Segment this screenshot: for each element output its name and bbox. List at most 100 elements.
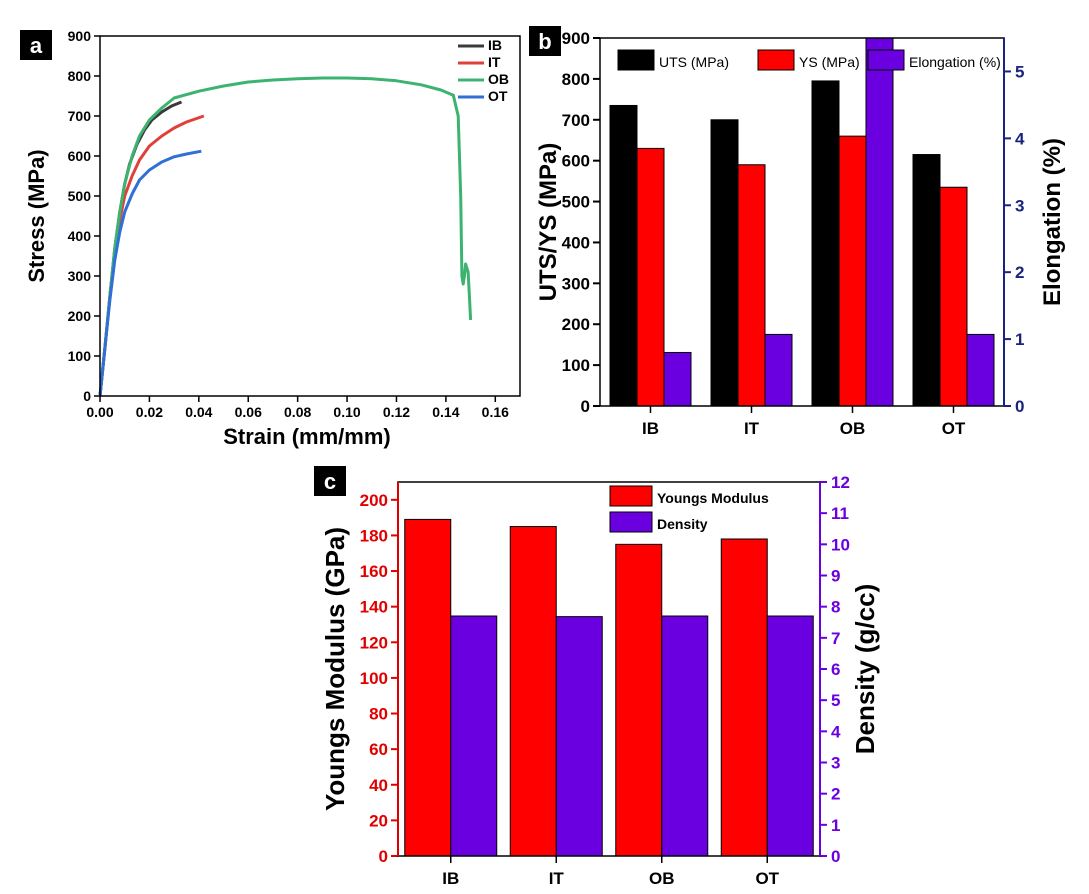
panel-a-ytick-label: 200 [68, 308, 92, 324]
panel-a-xtick-label: 0.02 [136, 404, 163, 420]
panel-b-ytick-label: 500 [562, 193, 590, 212]
panel-c-y2tick-label: 9 [831, 567, 840, 586]
bar-elongation-ib [663, 351, 692, 407]
panel-b-ytick-label: 200 [562, 315, 590, 334]
bar-density-ot [766, 615, 814, 857]
legend-swatch-elongation [867, 49, 905, 71]
bar-ys-mpa-ib [636, 147, 665, 407]
panel-c-ytick-label: 140 [360, 598, 388, 617]
panel-b-y2tick-label: 5 [1015, 62, 1024, 81]
series-line-ib [98, 100, 183, 397]
panel-b-tag-text: b [538, 29, 551, 54]
panel-b-ylabel: UTS/YS (MPa) [535, 143, 562, 302]
panel-b-ytick-label: 600 [562, 152, 590, 171]
panel-a-ylabel: Stress (MPa) [24, 149, 49, 282]
panel-a-ytick-label: 800 [68, 68, 92, 84]
panel-c-y2tick-label: 1 [831, 816, 840, 835]
panel-b-y2tick-label: 2 [1015, 263, 1024, 282]
panel-a-xtick-label: 0.10 [333, 404, 360, 420]
panel-c-ytick-label: 20 [369, 811, 388, 830]
panel-b-xtick-label: IB [642, 419, 659, 438]
panel-c-ytick-label: 80 [369, 705, 388, 724]
panel-b-y2tick-label: 1 [1015, 330, 1024, 349]
panel-c-y2label: Density (g/cc) [850, 584, 880, 755]
panel-b-xtick-label: OB [840, 419, 866, 438]
panel-b-bars [609, 37, 995, 407]
panel-a-ytick-label: 300 [68, 268, 92, 284]
bar-youngs-modulus-ob [615, 543, 663, 857]
legend-swatch-uts-mpa [617, 49, 655, 71]
bar-uts-mpa-ob [811, 80, 840, 407]
bar-elongation-it [764, 333, 793, 407]
panel-a-xtick-label: 0.16 [482, 404, 509, 420]
panel-c-ytick-label: 40 [369, 776, 388, 795]
panel-c-y2tick-label: 6 [831, 660, 840, 679]
legend-label-ot: OT [488, 88, 508, 104]
panel-c-y2tick-label: 8 [831, 598, 840, 617]
panel-c-y2tick-label: 5 [831, 691, 840, 710]
panel-b-y2tick-label: 0 [1015, 397, 1024, 416]
bar-youngs-modulus-ib [404, 518, 452, 857]
legend-label-ys-mpa: YS (MPa) [799, 54, 860, 70]
bar-uts-mpa-ot [912, 154, 941, 407]
panel-b-y2tick-label: 4 [1015, 129, 1025, 148]
panel-c-y2tick-label: 4 [831, 722, 841, 741]
panel-b-ytick-label: 700 [562, 111, 590, 130]
panel-c-tag-text: c [324, 469, 336, 494]
bar-uts-mpa-it [710, 119, 739, 407]
panel-c-y2tick-label: 2 [831, 785, 840, 804]
panel-a-tag [20, 30, 52, 60]
panel-a-xtick-label: 0.14 [432, 404, 459, 420]
bar-density-it [555, 616, 603, 857]
panel-c-ytick-label: 0 [379, 847, 388, 866]
bar-youngs-modulus-ot [720, 538, 768, 857]
bar-density-ib [450, 615, 498, 857]
bar-ys-mpa-ob [838, 135, 867, 407]
bar-density-ob [661, 615, 709, 857]
panel-a-xtick-label: 0.04 [185, 404, 212, 420]
legend-swatch-density [609, 511, 653, 533]
panel-a-lines [98, 76, 473, 397]
panel-b-tag [529, 26, 561, 56]
panel-c-y2tick-label: 3 [831, 754, 840, 773]
panel-a-ytick-label: 600 [68, 148, 92, 164]
bar-youngs-modulus-it [509, 526, 557, 857]
panel-b-xtick-label: IT [744, 419, 760, 438]
panel-c-ytick-label: 160 [360, 562, 388, 581]
bar-uts-mpa-ib [609, 104, 638, 407]
bar-elongation-ot [966, 333, 995, 407]
panel-c-xtick-label: OB [649, 869, 675, 888]
legend-swatch-ys-mpa [757, 49, 795, 71]
legend-label-it: IT [488, 54, 501, 70]
panel-b-legend: UTS (MPa) YS (MPa) Elongation (%) [617, 49, 1001, 71]
panel-c-tag [314, 466, 346, 496]
legend-label-ib: IB [488, 37, 502, 53]
panel-b: b 0 100 200 300 400 500 600 700 800 900 0 1 2 3 4 5 IB IT… [529, 26, 1066, 438]
panel-a-ticks: 0.00 0.02 0.04 0.06 0.08 0.10 0.12 0.14 0.16 0 100… [68, 28, 509, 420]
panel-c-xtick-label: IT [549, 869, 565, 888]
series-line-ob [98, 76, 473, 397]
panel-c-y2tick-label: 10 [831, 535, 850, 554]
panel-a-ytick-label: 0 [83, 388, 91, 404]
panel-b-ticks: 0 100 200 300 400 500 600 700 800 900 0 1 2 3 4 5 IB IT OB… [562, 29, 1025, 438]
legend-label-elongation: Elongation (%) [909, 54, 1001, 70]
panel-b-ytick-label: 800 [562, 70, 590, 89]
panel-a: a 0.00 0.02 0.04 0.06 0.08 0.10 0.12 0.14 0.16 0 1… [20, 28, 521, 449]
panel-b-ytick-label: 0 [581, 397, 590, 416]
panel-c-xtick-label: IB [442, 869, 459, 888]
panel-a-xtick-label: 0.06 [235, 404, 262, 420]
bar-elongation-ob [865, 37, 894, 407]
panel-a-ytick-label: 400 [68, 228, 92, 244]
panel-a-ytick-label: 100 [68, 348, 92, 364]
panel-c-legend: Youngs Modulus Density [609, 485, 769, 533]
panel-a-tag-text: a [30, 33, 43, 58]
panel-c-bars [404, 518, 814, 857]
series-line-ot [98, 149, 202, 397]
panel-c-ytick-label: 60 [369, 740, 388, 759]
panel-a-ytick-label: 500 [68, 188, 92, 204]
panel-c-ytick-label: 120 [360, 633, 388, 652]
panel-a-ytick-label: 900 [68, 28, 92, 44]
bar-ys-mpa-it [737, 164, 766, 407]
panel-a-xtick-label: 0.12 [383, 404, 410, 420]
